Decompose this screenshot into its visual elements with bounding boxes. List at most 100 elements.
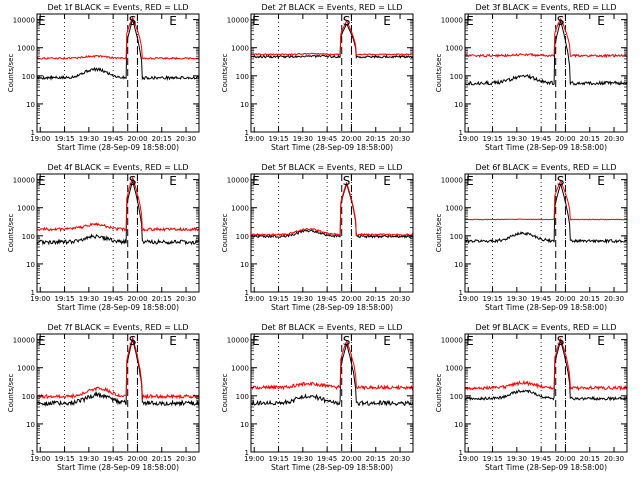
x-tick-label: 19:15 bbox=[54, 455, 74, 463]
x-tick-label: 19:45 bbox=[103, 295, 123, 303]
x-tick-label: 19:15 bbox=[482, 455, 502, 463]
y-tick-label: 1 bbox=[459, 129, 463, 137]
events-series-line bbox=[36, 18, 200, 82]
x-tick-label: 19:30 bbox=[293, 455, 313, 463]
x-tick-label: 19:45 bbox=[103, 135, 123, 143]
x-tick-label: 19:00 bbox=[30, 135, 50, 143]
y-axis-label: Counts/sec bbox=[221, 374, 229, 413]
panel-title: Det 8f BLACK = Events, RED = LLD bbox=[261, 323, 402, 332]
y-tick-label: 1000 bbox=[231, 205, 249, 213]
detector-panel-3: Det 3f BLACK = Events, RED = LLD 1 10 100 10… bbox=[435, 3, 628, 152]
x-tick-label: 20:15 bbox=[366, 455, 386, 463]
panel-title: Det 7f BLACK = Events, RED = LLD bbox=[47, 323, 188, 332]
x-tick-label: 20:15 bbox=[580, 295, 600, 303]
y-tick-label: 10 bbox=[240, 101, 249, 109]
y-tick-label: 100 bbox=[236, 393, 249, 401]
y-tick-label: 10000 bbox=[441, 177, 463, 185]
end-marker-label: E bbox=[466, 14, 474, 28]
x-tick-label: 20:30 bbox=[390, 135, 410, 143]
y-tick-label: 100 bbox=[236, 73, 249, 81]
x-tick-label: 19:00 bbox=[244, 455, 264, 463]
x-tick-label: 19:30 bbox=[79, 135, 99, 143]
y-tick-label: 1000 bbox=[445, 45, 463, 53]
plot-frame bbox=[250, 173, 414, 293]
y-tick-label: 10000 bbox=[13, 337, 35, 345]
y-tick-label: 1000 bbox=[17, 365, 35, 373]
y-tick-label: 1 bbox=[245, 289, 249, 297]
x-tick-label: 19:15 bbox=[268, 295, 288, 303]
end-marker-label: E bbox=[383, 174, 391, 188]
x-axis-label: Start Time (28-Sep-09 18:58:00) bbox=[271, 143, 393, 152]
y-tick-label: 1 bbox=[459, 449, 463, 457]
x-tick-label: 19:15 bbox=[268, 135, 288, 143]
y-axis-label: Counts/sec bbox=[7, 54, 15, 93]
x-axis-label: Start Time (28-Sep-09 18:58:00) bbox=[271, 303, 393, 312]
x-tick-label: 20:30 bbox=[176, 135, 196, 143]
y-tick-label: 1 bbox=[245, 449, 249, 457]
y-axis-label: Counts/sec bbox=[7, 374, 15, 413]
y-tick-label: 10 bbox=[240, 421, 249, 429]
y-tick-label: 10 bbox=[454, 101, 463, 109]
x-axis-label: Start Time (28-Sep-09 18:58:00) bbox=[57, 463, 179, 472]
y-tick-label: 10 bbox=[26, 101, 35, 109]
x-tick-label: 19:45 bbox=[103, 455, 123, 463]
y-tick-label: 1 bbox=[459, 289, 463, 297]
x-tick-label: 20:30 bbox=[604, 295, 624, 303]
plot-frame bbox=[464, 333, 628, 453]
y-tick-label: 10000 bbox=[227, 337, 249, 345]
events-series-line bbox=[36, 179, 200, 246]
x-tick-label: 19:00 bbox=[458, 135, 478, 143]
events-series-line bbox=[464, 183, 628, 245]
start-marker-label: S bbox=[129, 14, 137, 28]
plot-frame bbox=[36, 333, 200, 453]
x-tick-label: 20:00 bbox=[127, 455, 147, 463]
y-tick-label: 10000 bbox=[441, 337, 463, 345]
lld-series-line bbox=[36, 336, 200, 400]
y-axis-label: Counts/sec bbox=[221, 214, 229, 253]
y-tick-label: 10 bbox=[26, 421, 35, 429]
x-tick-label: 20:30 bbox=[176, 295, 196, 303]
x-tick-label: 20:30 bbox=[604, 135, 624, 143]
y-tick-label: 1 bbox=[31, 129, 35, 137]
x-tick-label: 20:00 bbox=[555, 135, 575, 143]
x-tick-label: 20:15 bbox=[580, 135, 600, 143]
x-tick-label: 20:30 bbox=[390, 295, 410, 303]
x-tick-label: 19:00 bbox=[30, 455, 50, 463]
x-axis-label: Start Time (28-Sep-09 18:58:00) bbox=[485, 463, 607, 472]
detector-panel-7: Det 7f BLACK = Events, RED = LLD 1 10 100 10… bbox=[7, 323, 200, 472]
panel-title: Det 3f BLACK = Events, RED = LLD bbox=[475, 3, 616, 12]
end-marker-label: E bbox=[169, 334, 177, 348]
start-marker-label: S bbox=[343, 14, 351, 28]
lld-series-line bbox=[36, 16, 200, 61]
end-marker-label: E bbox=[466, 174, 474, 188]
end-marker-label: E bbox=[597, 14, 605, 28]
y-tick-label: 1000 bbox=[231, 365, 249, 373]
x-tick-label: 19:30 bbox=[79, 455, 99, 463]
x-tick-label: 19:00 bbox=[244, 295, 264, 303]
x-tick-label: 20:30 bbox=[176, 455, 196, 463]
events-series-line bbox=[250, 23, 414, 60]
x-tick-label: 20:15 bbox=[152, 295, 172, 303]
panel-title: Det 4f BLACK = Events, RED = LLD bbox=[47, 163, 188, 172]
panel-title: Det 2f BLACK = Events, RED = LLD bbox=[261, 3, 402, 12]
y-tick-label: 10 bbox=[26, 261, 35, 269]
end-marker-label: E bbox=[252, 174, 260, 188]
x-tick-label: 19:15 bbox=[482, 135, 502, 143]
x-tick-label: 19:00 bbox=[458, 455, 478, 463]
end-marker-label: E bbox=[383, 334, 391, 348]
x-tick-label: 19:30 bbox=[79, 295, 99, 303]
events-series-line bbox=[464, 339, 628, 402]
y-tick-label: 1 bbox=[245, 129, 249, 137]
end-marker-label: E bbox=[597, 174, 605, 188]
x-tick-label: 19:00 bbox=[458, 295, 478, 303]
start-marker-label: S bbox=[129, 174, 137, 188]
y-tick-label: 100 bbox=[450, 233, 463, 241]
y-tick-label: 10 bbox=[454, 261, 463, 269]
lld-series-line bbox=[250, 181, 414, 237]
x-tick-label: 19:30 bbox=[507, 455, 527, 463]
y-axis-label: Counts/sec bbox=[221, 54, 229, 93]
x-tick-label: 19:00 bbox=[30, 295, 50, 303]
lld-series-line bbox=[464, 17, 628, 59]
y-axis-label: Counts/sec bbox=[435, 54, 443, 93]
y-tick-label: 100 bbox=[22, 393, 35, 401]
